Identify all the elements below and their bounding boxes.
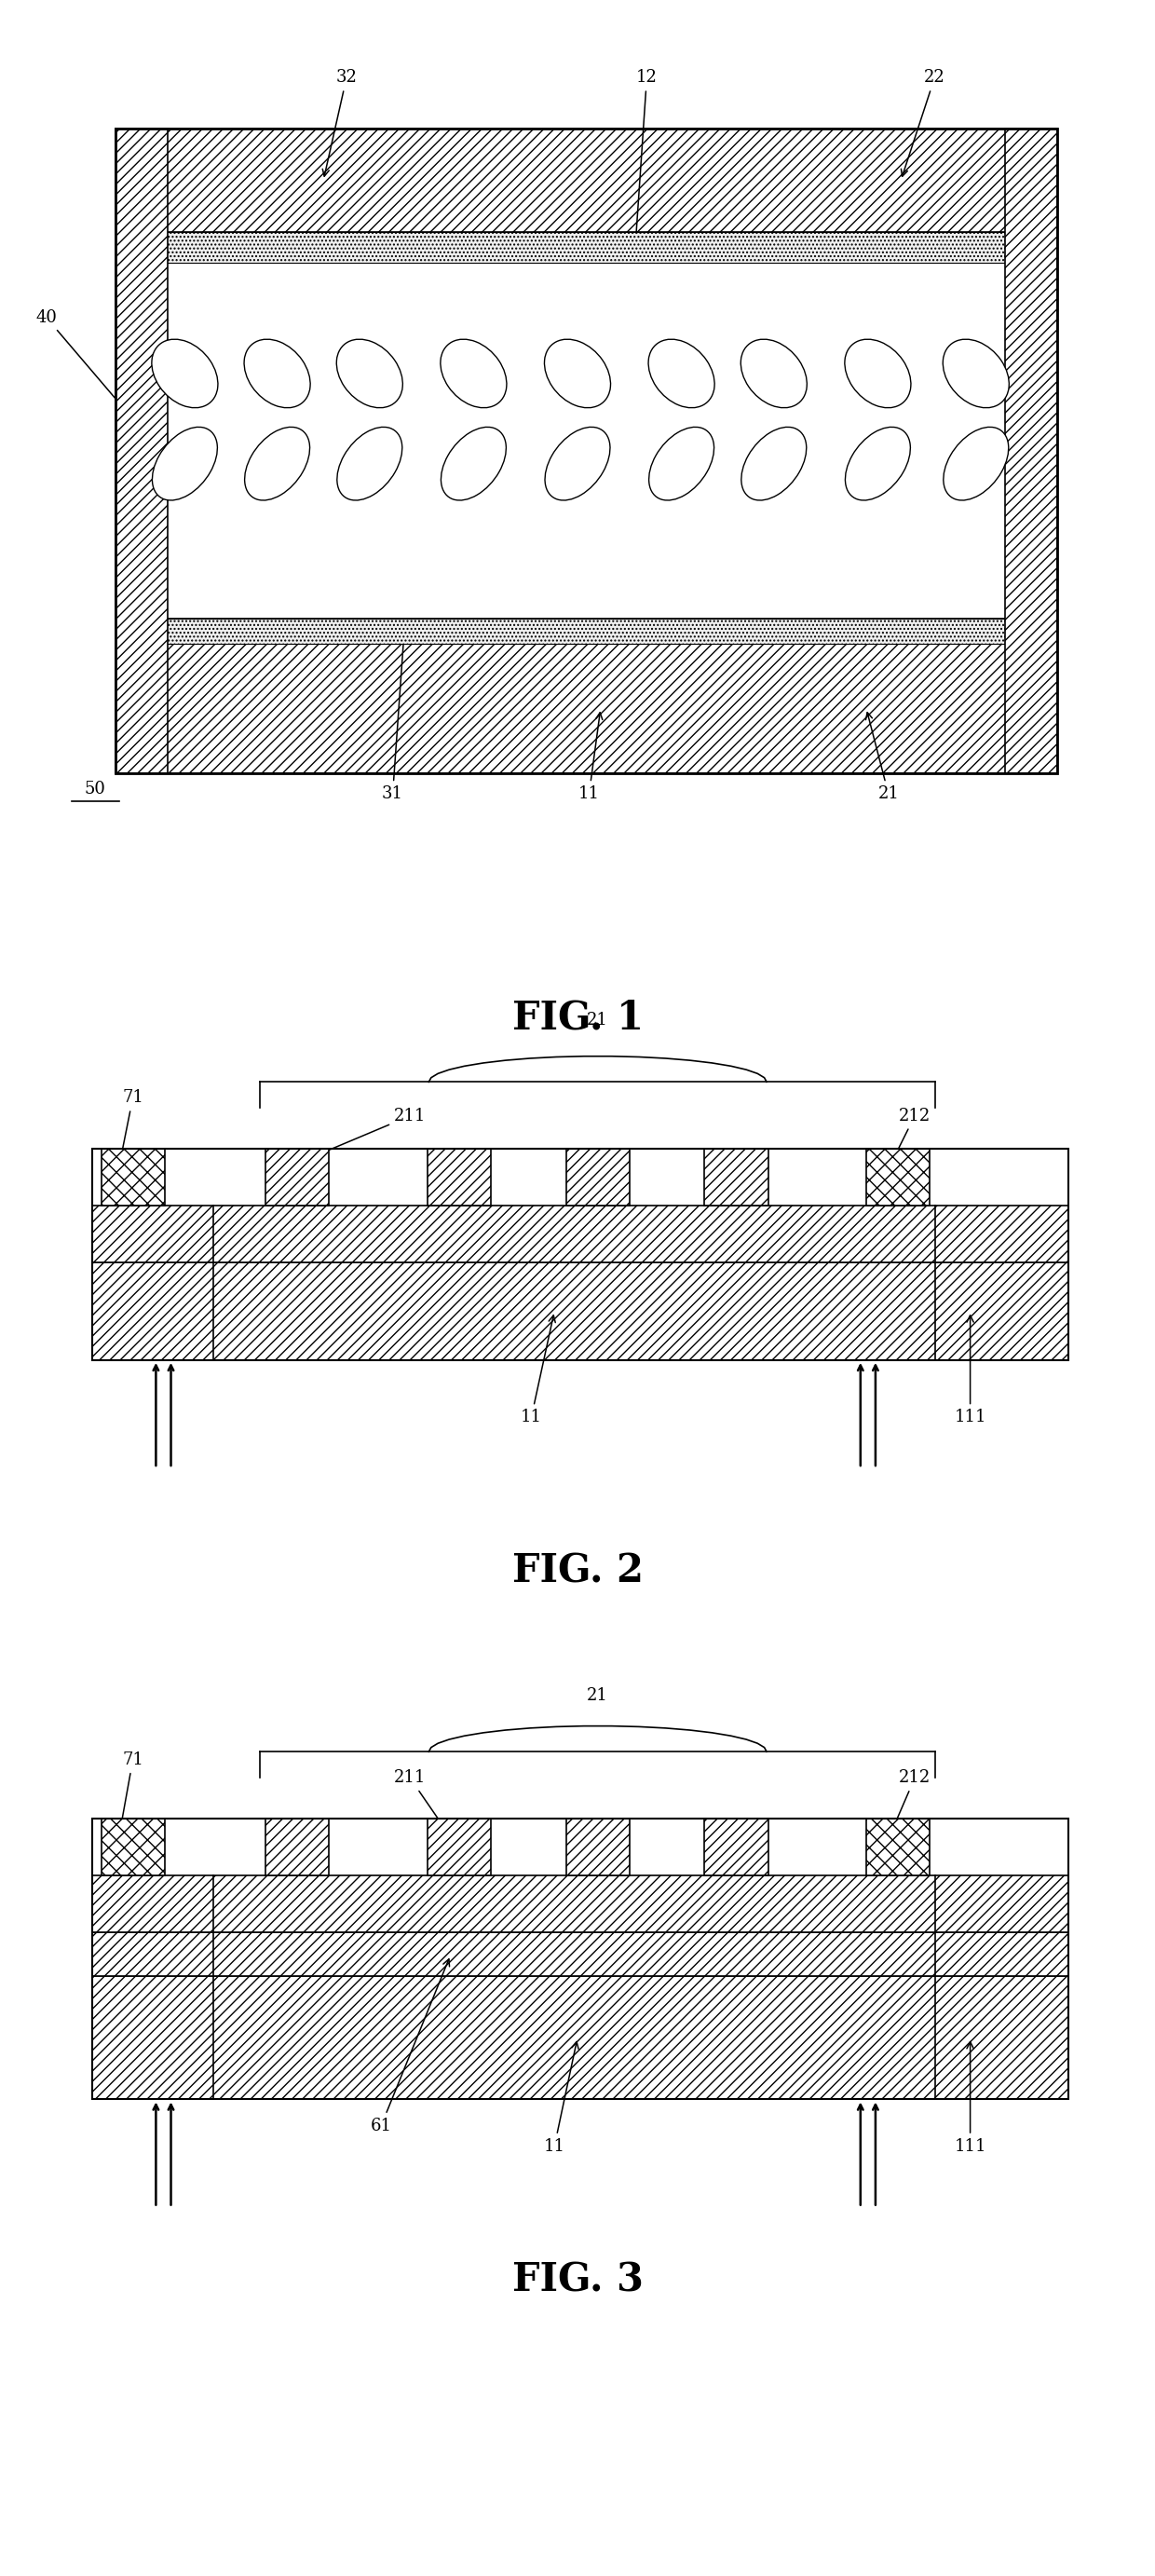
Ellipse shape: [942, 340, 1009, 407]
Text: 21: 21: [866, 714, 899, 801]
Text: 32: 32: [322, 70, 357, 175]
Text: 71: 71: [118, 1090, 143, 1162]
Text: 71: 71: [118, 1752, 143, 1832]
Text: 22: 22: [901, 70, 945, 175]
Bar: [566, 1149, 629, 1206]
Text: 31: 31: [382, 636, 407, 801]
Text: 21: 21: [587, 1687, 609, 1703]
Bar: [866, 1819, 930, 1875]
Text: 212: 212: [892, 1108, 931, 1164]
Text: 11: 11: [544, 2043, 579, 2154]
Bar: [102, 1149, 165, 1206]
Ellipse shape: [649, 428, 714, 500]
Bar: [1005, 129, 1057, 773]
Ellipse shape: [648, 340, 715, 407]
Text: 40: 40: [36, 309, 125, 410]
Bar: [92, 1932, 1068, 1976]
Text: 61: 61: [371, 1960, 449, 2133]
Ellipse shape: [844, 340, 911, 407]
Bar: [116, 232, 1057, 263]
Ellipse shape: [845, 428, 910, 500]
Text: 211: 211: [394, 1770, 448, 1834]
Ellipse shape: [545, 428, 610, 500]
Ellipse shape: [336, 340, 403, 407]
Ellipse shape: [740, 340, 807, 407]
Bar: [92, 1976, 1068, 2099]
Bar: [92, 1262, 1068, 1360]
Bar: [705, 1819, 768, 1875]
Text: 111: 111: [954, 1316, 986, 1425]
Ellipse shape: [544, 340, 611, 407]
Text: 50: 50: [84, 781, 105, 796]
Bar: [705, 1149, 768, 1206]
Bar: [266, 1149, 329, 1206]
Ellipse shape: [742, 428, 806, 500]
Bar: [116, 129, 1057, 232]
Text: 12: 12: [633, 70, 657, 242]
Bar: [92, 1819, 1068, 2099]
Text: 21: 21: [587, 1012, 609, 1028]
Text: FIG. 3: FIG. 3: [512, 2259, 643, 2300]
Text: FIG. 2: FIG. 2: [512, 1551, 643, 1592]
Ellipse shape: [152, 428, 217, 500]
Bar: [116, 644, 1057, 773]
Bar: [116, 618, 1057, 644]
Bar: [116, 129, 167, 773]
Bar: [427, 1149, 491, 1206]
Text: 111: 111: [954, 2043, 986, 2154]
Text: 11: 11: [521, 1316, 556, 1425]
Text: 211: 211: [292, 1108, 426, 1167]
Ellipse shape: [441, 428, 506, 500]
Bar: [92, 1875, 1068, 1932]
Text: FIG. 1: FIG. 1: [512, 997, 643, 1038]
Ellipse shape: [244, 340, 311, 407]
Bar: [116, 263, 1057, 618]
Text: 212: 212: [891, 1770, 931, 1834]
Bar: [866, 1149, 930, 1206]
Bar: [116, 129, 1057, 773]
Bar: [92, 1149, 1068, 1360]
Bar: [266, 1819, 329, 1875]
Ellipse shape: [245, 428, 310, 500]
Ellipse shape: [944, 428, 1008, 500]
Ellipse shape: [337, 428, 402, 500]
Bar: [92, 1206, 1068, 1262]
Text: 11: 11: [579, 714, 603, 801]
Ellipse shape: [151, 340, 218, 407]
Bar: [427, 1819, 491, 1875]
Bar: [102, 1819, 165, 1875]
Ellipse shape: [440, 340, 507, 407]
Bar: [566, 1819, 629, 1875]
